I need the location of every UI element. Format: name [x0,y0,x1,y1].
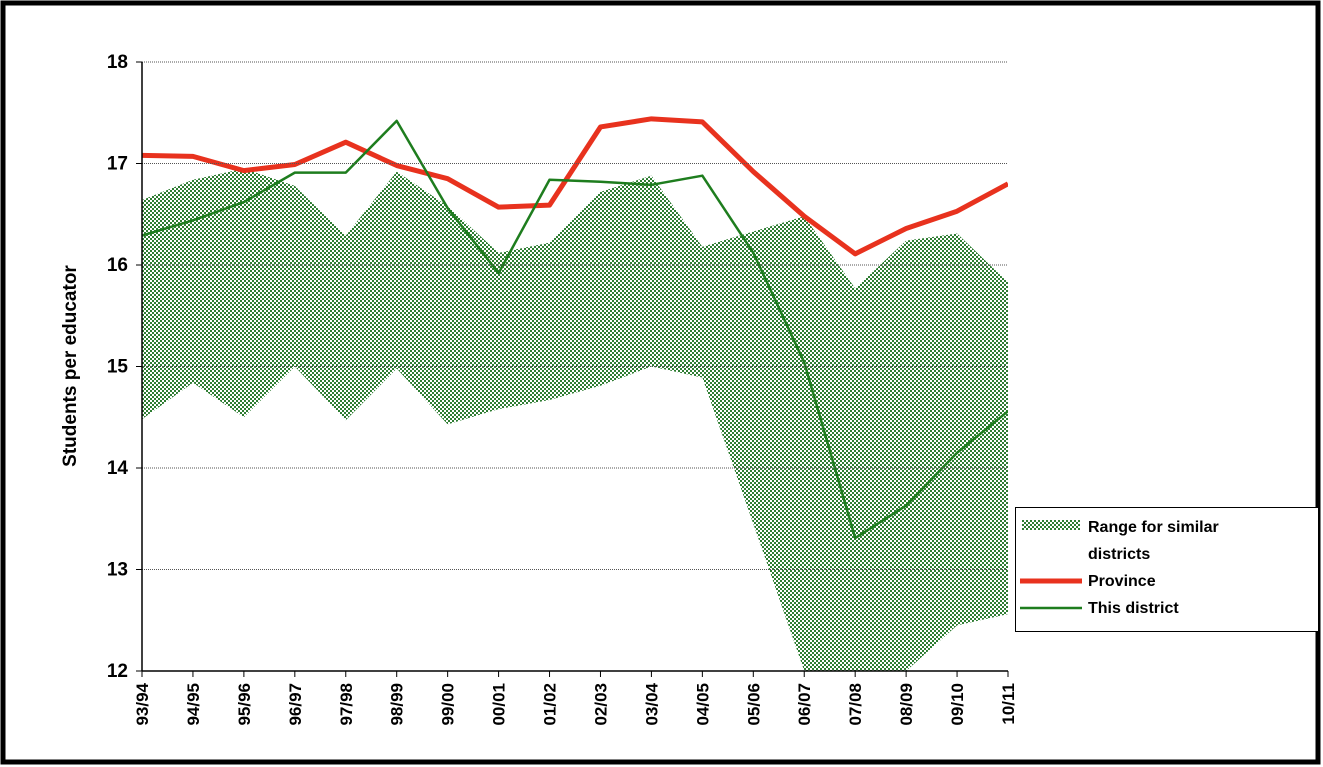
x-tick-label: 08/09 [897,683,916,726]
x-tick-label: 06/07 [795,683,814,726]
y-tick-label: 14 [107,458,129,479]
x-tick-label: 00/01 [490,683,509,726]
legend: Range for similar districts Province This … [1015,507,1319,632]
y-tick-label: 12 [107,661,128,682]
y-tick-label: 17 [107,154,128,175]
legend-entry: Range for similar districts [1016,514,1318,568]
y-tick-label: 13 [107,560,128,581]
x-tick-label: 01/02 [541,683,560,726]
x-tick-label: 10/11 [999,683,1018,725]
x-tick-label: 96/97 [286,683,305,726]
x-tick-label: 05/06 [744,683,763,726]
x-tick-label: 99/00 [439,683,458,726]
x-tick-label: 04/05 [693,683,712,726]
y-tick-label: 15 [107,357,129,378]
x-tick-label: 94/95 [184,683,203,726]
legend-entry: This district [1016,595,1318,622]
x-tick-label: 09/10 [948,683,967,726]
legend-swatch [1020,578,1082,584]
legend-label: Province [1088,573,1156,590]
series-line [142,116,1008,257]
legend-label: This district [1088,600,1179,617]
legend-swatch [1022,520,1080,530]
legend-entry: Province [1016,568,1318,595]
x-tick-label: 93/94 [133,682,152,725]
series-line [142,119,1008,540]
x-tick-label: 03/04 [642,682,661,725]
y-axis-label: Students per educator [60,265,81,467]
y-tick-label: 18 [107,52,128,73]
legend-swatch [1020,606,1082,610]
x-tick-label: 95/96 [235,683,254,726]
legend-label: Range for similar districts [1088,519,1219,563]
range-area [142,168,1008,671]
x-tick-label: 97/98 [337,683,356,726]
y-tick-label: 16 [107,255,128,276]
x-tick-label: 02/03 [591,683,610,726]
x-tick-label: 07/08 [846,683,865,726]
x-tick-label: 98/99 [388,683,407,726]
